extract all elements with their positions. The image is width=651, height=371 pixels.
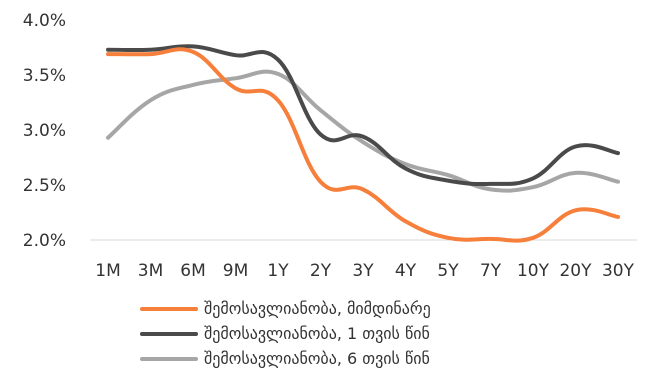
x-tick-label: 3Y — [352, 261, 374, 281]
legend-label: შემოსავლიანობა, 6 თვის წინ — [204, 349, 430, 368]
legend: შემოსავლიანობა, მიმდინარე შემოსავლიანობა… — [140, 296, 431, 371]
legend-label: შემოსავლიანობა, 1 თვის წინ — [204, 324, 430, 343]
x-tick-label: 10Y — [517, 261, 550, 281]
y-tick-label: 3.5% — [23, 66, 66, 86]
series-line-0 — [108, 49, 618, 240]
x-tick-label: 2Y — [310, 261, 332, 281]
series-line-1 — [108, 46, 618, 184]
x-tick-label: 5Y — [437, 261, 459, 281]
legend-swatch — [140, 357, 198, 361]
legend-item: შემოსავლიანობა, 6 თვის წინ — [140, 346, 431, 371]
y-axis: 2.0% 2.5% 3.0% 3.5% 4.0% — [23, 11, 66, 251]
legend-item: შემოსავლიანობა, მიმდინარე — [140, 296, 431, 321]
y-tick-label: 4.0% — [23, 11, 66, 31]
x-tick-label: 30Y — [602, 261, 635, 281]
y-tick-label: 2.0% — [23, 231, 66, 251]
x-tick-label: 20Y — [559, 261, 592, 281]
x-axis: 1M 3M 6M 9M 1Y 2Y 3Y 4Y 5Y 7Y 10Y 20Y 30Y — [95, 261, 634, 281]
x-tick-label: 9M — [223, 261, 248, 281]
y-tick-label: 2.5% — [23, 176, 66, 196]
x-tick-label: 6M — [180, 261, 205, 281]
legend-item: შემოსავლიანობა, 1 თვის წინ — [140, 321, 431, 346]
x-tick-label: 4Y — [395, 261, 417, 281]
yield-curve-chart: 2.0% 2.5% 3.0% 3.5% 4.0% 1M 3M 6M 9M 1Y 2Y 3Y 4… — [0, 0, 651, 300]
legend-swatch — [140, 307, 198, 311]
legend-swatch — [140, 332, 198, 336]
series-layer — [108, 46, 618, 240]
x-tick-label: 1Y — [267, 261, 289, 281]
legend-label: შემოსავლიანობა, მიმდინარე — [204, 299, 431, 318]
x-tick-label: 7Y — [480, 261, 502, 281]
x-tick-label: 1M — [95, 261, 120, 281]
y-tick-label: 3.0% — [23, 121, 66, 141]
x-tick-label: 3M — [138, 261, 163, 281]
